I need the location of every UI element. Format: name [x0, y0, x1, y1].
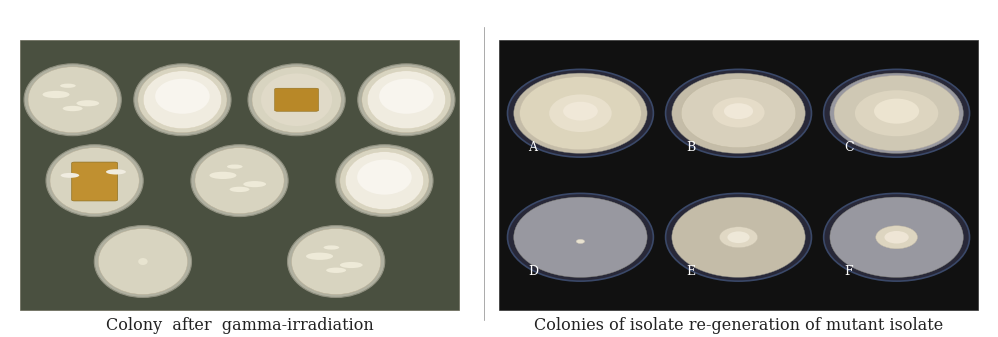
Text: B: B	[687, 141, 696, 154]
FancyBboxPatch shape	[274, 88, 318, 111]
Ellipse shape	[876, 226, 917, 249]
FancyBboxPatch shape	[20, 40, 459, 310]
Ellipse shape	[830, 197, 963, 277]
Ellipse shape	[672, 197, 805, 277]
Ellipse shape	[823, 193, 969, 281]
Ellipse shape	[24, 64, 122, 136]
Text: D: D	[528, 265, 539, 278]
Ellipse shape	[830, 73, 963, 153]
Ellipse shape	[230, 187, 250, 192]
Ellipse shape	[144, 71, 222, 129]
Ellipse shape	[248, 64, 345, 136]
Ellipse shape	[724, 103, 753, 119]
Ellipse shape	[514, 73, 647, 153]
Ellipse shape	[227, 164, 243, 169]
Ellipse shape	[720, 227, 757, 248]
Ellipse shape	[666, 193, 811, 281]
Ellipse shape	[106, 169, 126, 175]
Ellipse shape	[576, 239, 585, 244]
Ellipse shape	[60, 84, 76, 88]
Ellipse shape	[287, 225, 385, 298]
Ellipse shape	[210, 172, 237, 179]
Ellipse shape	[323, 245, 339, 250]
Text: E: E	[687, 265, 696, 278]
Ellipse shape	[335, 145, 433, 217]
Ellipse shape	[874, 99, 919, 124]
Ellipse shape	[195, 148, 284, 214]
Ellipse shape	[520, 77, 641, 150]
Ellipse shape	[61, 173, 79, 178]
FancyBboxPatch shape	[499, 40, 978, 310]
Ellipse shape	[291, 228, 380, 295]
Ellipse shape	[884, 231, 909, 244]
Ellipse shape	[134, 64, 232, 136]
Text: C: C	[844, 141, 854, 154]
Ellipse shape	[514, 197, 647, 277]
FancyBboxPatch shape	[72, 162, 118, 201]
Ellipse shape	[28, 67, 117, 133]
Ellipse shape	[508, 193, 654, 281]
Ellipse shape	[834, 75, 959, 151]
Ellipse shape	[563, 102, 598, 121]
Ellipse shape	[508, 69, 654, 157]
Ellipse shape	[672, 73, 805, 153]
Ellipse shape	[682, 79, 795, 148]
Ellipse shape	[549, 94, 612, 132]
Ellipse shape	[138, 258, 148, 265]
Text: A: A	[528, 141, 537, 154]
Ellipse shape	[94, 225, 192, 298]
Text: Colony  after  gamma-irradiation: Colony after gamma-irradiation	[106, 317, 373, 334]
Ellipse shape	[728, 232, 749, 243]
Ellipse shape	[261, 73, 332, 126]
Ellipse shape	[666, 69, 811, 157]
Ellipse shape	[306, 253, 333, 260]
Ellipse shape	[345, 152, 423, 210]
Ellipse shape	[244, 181, 266, 187]
Ellipse shape	[138, 67, 227, 133]
Ellipse shape	[357, 64, 455, 136]
Ellipse shape	[326, 268, 346, 273]
Text: F: F	[844, 265, 853, 278]
Ellipse shape	[367, 71, 445, 129]
Ellipse shape	[362, 67, 451, 133]
Ellipse shape	[99, 228, 188, 295]
Ellipse shape	[77, 100, 99, 106]
Ellipse shape	[43, 91, 70, 98]
Ellipse shape	[63, 106, 83, 111]
Ellipse shape	[46, 145, 144, 217]
Ellipse shape	[50, 148, 139, 214]
Ellipse shape	[340, 148, 429, 214]
Ellipse shape	[357, 160, 412, 195]
Ellipse shape	[155, 79, 210, 114]
Ellipse shape	[191, 145, 288, 217]
Ellipse shape	[252, 67, 341, 133]
Ellipse shape	[713, 97, 764, 127]
Text: Colonies of isolate re-generation of mutant isolate: Colonies of isolate re-generation of mut…	[534, 317, 943, 334]
Ellipse shape	[855, 90, 938, 136]
Ellipse shape	[379, 79, 434, 114]
Ellipse shape	[823, 69, 969, 157]
Ellipse shape	[340, 262, 362, 268]
